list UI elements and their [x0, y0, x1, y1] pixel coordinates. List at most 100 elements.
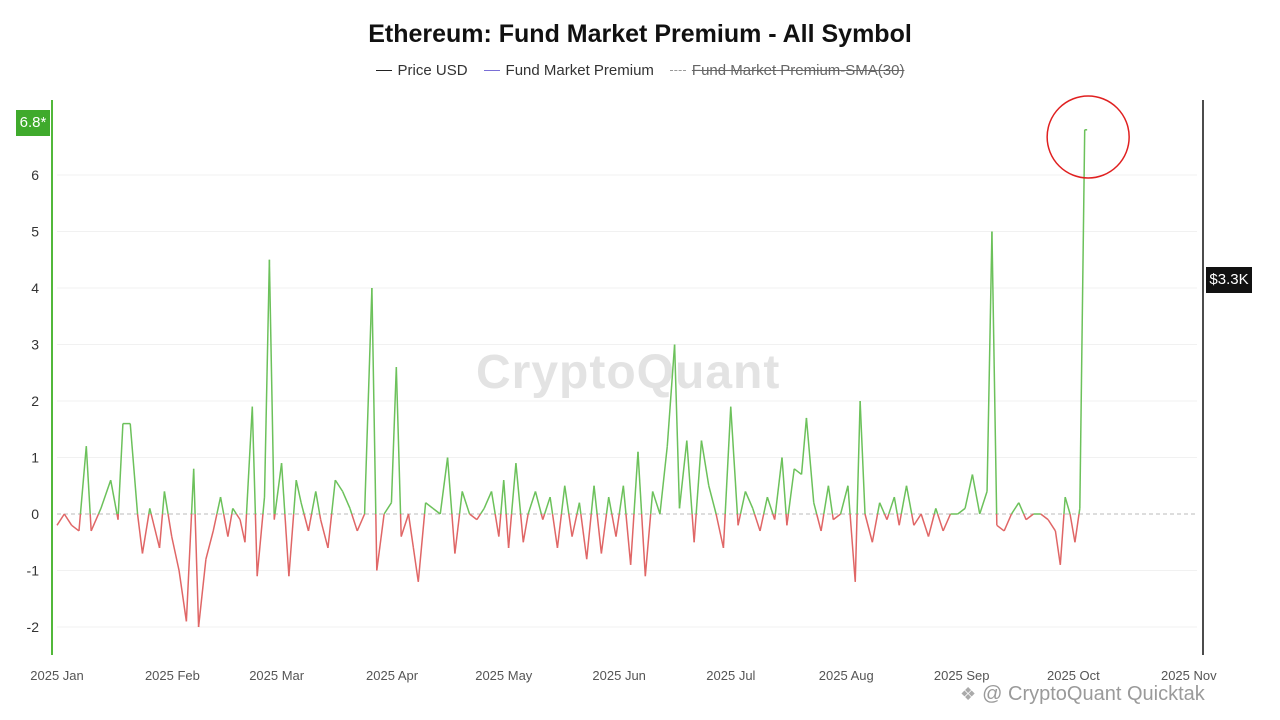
premium-segment [831, 513, 835, 520]
x-tick-label: 2025 Apr [366, 668, 419, 683]
premium-segment [1025, 513, 1034, 521]
premium-segment [752, 508, 756, 515]
premium-segment [341, 491, 351, 509]
premium-segment [1003, 513, 1013, 532]
premium-segment [859, 400, 866, 515]
premium-segment [580, 513, 588, 560]
premium-segment [724, 406, 732, 515]
highlight-circle [1046, 95, 1130, 179]
premium-segment [197, 559, 207, 628]
premium-segment [542, 513, 546, 520]
premium-segment [633, 451, 639, 515]
x-tick-label: 2025 Jan [30, 668, 84, 683]
premium-segment [490, 491, 496, 515]
premium-segment [886, 513, 890, 520]
left-tick-label: -1 [27, 563, 40, 579]
premium-segment [483, 491, 493, 509]
premium-segment [351, 513, 358, 532]
premium-segment [708, 485, 717, 515]
premium-segment [400, 513, 410, 537]
premium-segment [149, 508, 152, 515]
premium-segment [1078, 508, 1081, 515]
x-tick-label: 2025 Feb [145, 668, 200, 683]
premium-last-badge: 6.8* [16, 110, 50, 136]
premium-segment [898, 513, 903, 526]
premium-segment [227, 513, 233, 537]
premium-segment [244, 513, 248, 543]
premium-segment [607, 496, 613, 515]
premium-segment [1059, 513, 1065, 565]
premium-segment [90, 513, 100, 532]
premium-segment [625, 513, 632, 565]
footer-text: @ CryptoQuant Quicktak [982, 683, 1205, 705]
legend-swatch-premium [483, 70, 500, 71]
premium-segment [284, 513, 290, 577]
price-last-badge: $3.3K [1206, 267, 1252, 293]
premium-segment [839, 485, 849, 515]
premium-segment [649, 491, 654, 515]
premium-segment [854, 513, 858, 582]
premium-segment [774, 457, 783, 515]
premium-segment [827, 485, 834, 515]
left-tick-label: 3 [31, 337, 39, 353]
premium-segment [957, 507, 966, 515]
legend-item-price[interactable]: Price USD [375, 62, 468, 79]
premium-segment [739, 491, 747, 515]
premium-segment [629, 513, 635, 565]
premium-segment [759, 513, 765, 532]
premium-segment [564, 485, 570, 515]
premium-segment [527, 491, 537, 515]
premium-segment [423, 502, 427, 515]
legend-item-sma[interactable]: Fund Market Premium-SMA(30) [669, 62, 904, 79]
left-tick-label: 1 [31, 450, 39, 466]
premium-segment [753, 513, 761, 532]
premium-segment [494, 513, 500, 537]
premium-segment [219, 496, 225, 515]
premium-segment [251, 406, 257, 515]
legend-label-premium: Fund Market Premium [505, 62, 654, 79]
premium-segment [622, 485, 627, 515]
premium-segment [256, 513, 264, 577]
premium-segment [766, 496, 774, 515]
premium-segment [510, 463, 517, 515]
premium-segment [637, 451, 643, 515]
axis-layer: 6543210-1-2$5K$4.5K$4K$3.5K$3K$2.5K$2K$1… [27, 95, 1217, 683]
premium-segment [63, 513, 73, 526]
premium-segment [194, 513, 200, 628]
premium-segment [446, 457, 453, 515]
legend-item-premium[interactable]: Fund Market Premium [483, 62, 654, 79]
premium-segment [936, 513, 944, 532]
premium-segment [666, 344, 676, 447]
premium-segment [900, 485, 908, 515]
premium-segment [876, 502, 881, 515]
premium-segment [432, 507, 441, 515]
premium-segment [254, 513, 258, 577]
premium-segment [805, 417, 815, 503]
premium-segment [615, 513, 621, 537]
premium-segment [847, 485, 851, 515]
premium-segment [737, 513, 742, 526]
premium-segment [519, 513, 524, 543]
premium-segment [451, 513, 456, 554]
premium-segment [458, 491, 463, 515]
premium-segment [920, 513, 930, 537]
premium-segment [813, 502, 818, 515]
premium-segment [744, 491, 754, 509]
premium-segment [971, 474, 981, 515]
premium-segment [571, 513, 578, 537]
premium-segment [109, 479, 118, 515]
left-tick-label: -2 [27, 619, 40, 635]
premium-segment [239, 519, 246, 543]
legend-label-price: Price USD [397, 62, 468, 79]
premium-segment [1047, 519, 1057, 532]
premium-segment [979, 491, 988, 515]
premium-segment [185, 513, 193, 622]
premium-segment [245, 406, 254, 515]
premium-segment [412, 547, 420, 582]
x-tick-label: 2025 Nov [1161, 668, 1217, 683]
premium-segment [363, 287, 373, 515]
premium-segment [273, 513, 276, 520]
premium-segment [235, 513, 241, 521]
premium-segment [590, 485, 595, 515]
premium-segment [611, 513, 617, 537]
